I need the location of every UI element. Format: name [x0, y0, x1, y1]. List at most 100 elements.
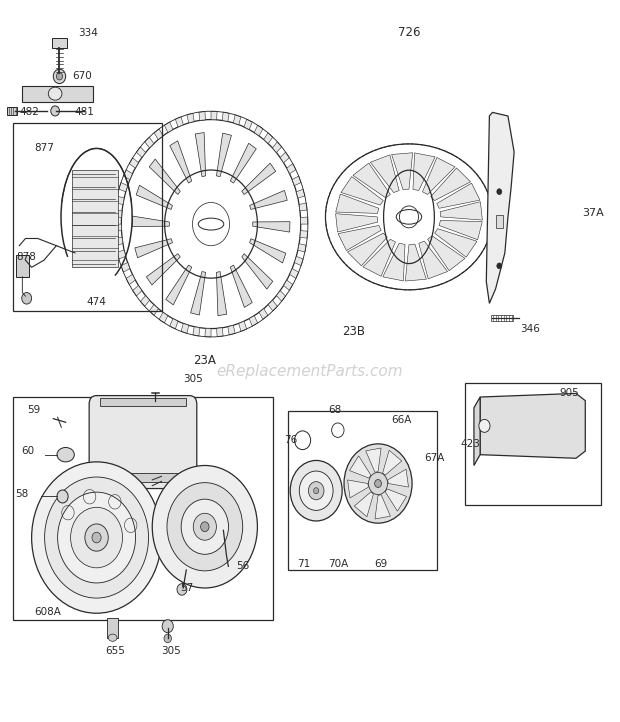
Bar: [13, 397, 273, 620]
Circle shape: [314, 487, 319, 494]
Text: 305: 305: [161, 645, 180, 656]
Polygon shape: [264, 133, 273, 144]
Circle shape: [57, 490, 68, 503]
Polygon shape: [335, 194, 379, 214]
Polygon shape: [154, 129, 163, 139]
Polygon shape: [435, 229, 477, 257]
Polygon shape: [422, 157, 455, 194]
Polygon shape: [280, 152, 290, 162]
Polygon shape: [135, 239, 172, 258]
Polygon shape: [170, 141, 192, 183]
Polygon shape: [159, 313, 168, 323]
Polygon shape: [230, 143, 256, 183]
Polygon shape: [116, 196, 124, 204]
Ellipse shape: [57, 448, 74, 462]
Polygon shape: [287, 164, 296, 174]
Circle shape: [162, 619, 173, 632]
Polygon shape: [216, 133, 231, 177]
Polygon shape: [133, 285, 142, 296]
Polygon shape: [216, 271, 227, 316]
Polygon shape: [140, 295, 149, 306]
Polygon shape: [250, 191, 287, 209]
Polygon shape: [268, 300, 277, 311]
Polygon shape: [239, 321, 247, 331]
Polygon shape: [244, 119, 252, 129]
Polygon shape: [144, 137, 154, 148]
Circle shape: [71, 508, 123, 567]
Text: 71: 71: [297, 559, 311, 569]
Polygon shape: [222, 112, 229, 121]
Polygon shape: [149, 159, 180, 194]
Polygon shape: [205, 329, 211, 337]
Circle shape: [299, 471, 333, 510]
Polygon shape: [480, 393, 585, 458]
Text: 60: 60: [22, 446, 35, 456]
Polygon shape: [431, 168, 471, 201]
Polygon shape: [350, 456, 371, 478]
Polygon shape: [259, 308, 268, 319]
Polygon shape: [474, 397, 480, 466]
Polygon shape: [126, 274, 135, 284]
Circle shape: [56, 73, 63, 80]
Text: 58: 58: [16, 490, 29, 500]
Circle shape: [167, 482, 242, 571]
Polygon shape: [149, 305, 158, 316]
Polygon shape: [115, 238, 123, 245]
Polygon shape: [253, 222, 290, 232]
Polygon shape: [181, 323, 188, 334]
Bar: [107, 618, 118, 638]
Circle shape: [177, 583, 187, 595]
Polygon shape: [292, 176, 301, 186]
Text: 423: 423: [460, 439, 480, 449]
Circle shape: [32, 462, 162, 613]
Polygon shape: [486, 113, 514, 303]
Polygon shape: [388, 469, 409, 487]
Circle shape: [164, 634, 172, 643]
Polygon shape: [436, 183, 480, 209]
Text: 878: 878: [16, 251, 36, 261]
Text: 877: 877: [35, 144, 55, 153]
Polygon shape: [119, 183, 128, 192]
Polygon shape: [405, 244, 427, 281]
Polygon shape: [383, 243, 405, 281]
Text: 37A: 37A: [582, 208, 604, 218]
Polygon shape: [132, 216, 169, 227]
Polygon shape: [136, 147, 146, 157]
Polygon shape: [370, 155, 399, 193]
Polygon shape: [272, 142, 281, 152]
Polygon shape: [294, 256, 303, 266]
Text: 23A: 23A: [193, 354, 216, 367]
Circle shape: [85, 524, 108, 551]
Text: 346: 346: [520, 323, 540, 334]
Polygon shape: [114, 224, 122, 231]
Text: 670: 670: [72, 71, 92, 82]
FancyBboxPatch shape: [89, 396, 197, 489]
Text: 474: 474: [87, 297, 107, 307]
Polygon shape: [375, 495, 391, 519]
Bar: [16, 255, 29, 277]
Polygon shape: [385, 489, 407, 511]
Circle shape: [22, 292, 32, 304]
Polygon shape: [129, 157, 138, 168]
Circle shape: [53, 69, 66, 84]
Bar: [100, 399, 186, 406]
Polygon shape: [199, 111, 205, 121]
Polygon shape: [146, 253, 180, 285]
Polygon shape: [392, 153, 413, 190]
Polygon shape: [187, 113, 194, 123]
Circle shape: [193, 513, 216, 540]
Circle shape: [374, 479, 381, 487]
Text: 57: 57: [180, 583, 193, 593]
Text: 67A: 67A: [425, 453, 445, 464]
Polygon shape: [249, 316, 258, 326]
Polygon shape: [175, 117, 184, 127]
Ellipse shape: [48, 87, 62, 100]
Polygon shape: [300, 230, 308, 238]
Polygon shape: [338, 225, 381, 251]
Circle shape: [497, 188, 502, 194]
Polygon shape: [230, 265, 252, 308]
Polygon shape: [383, 451, 402, 475]
Circle shape: [479, 419, 490, 432]
Polygon shape: [193, 327, 200, 336]
Polygon shape: [335, 214, 378, 232]
